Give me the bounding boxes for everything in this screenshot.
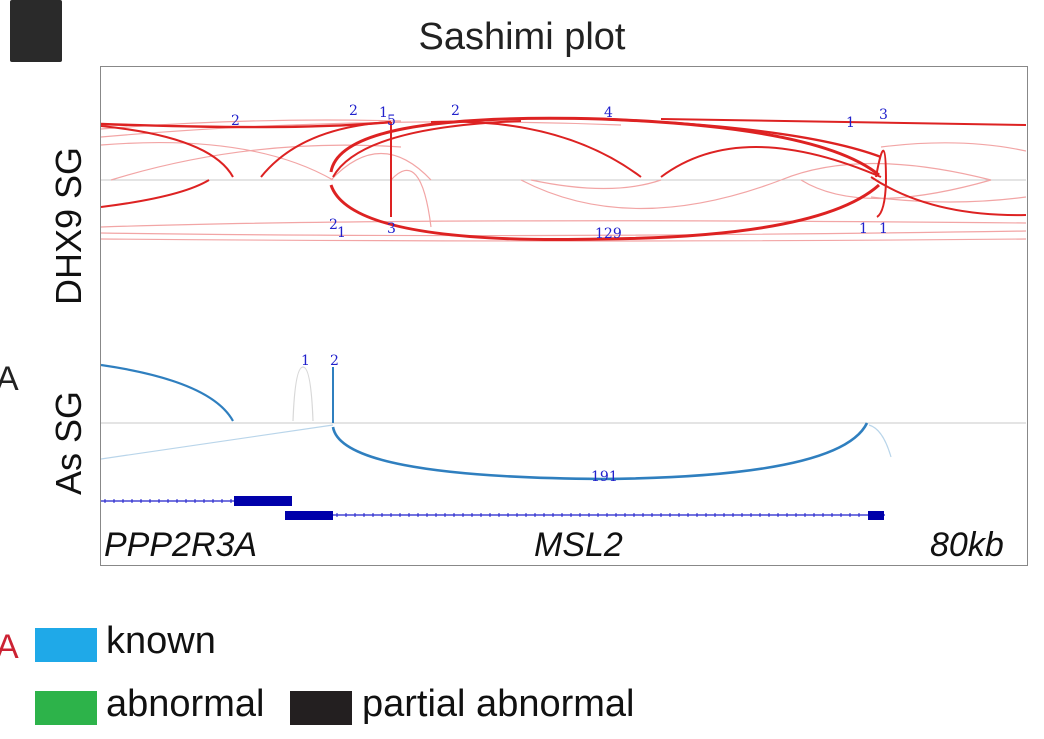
faint-arc <box>100 121 622 138</box>
junction-arc-upper <box>332 120 522 178</box>
junction-count: 1 <box>379 105 388 121</box>
faint-arc <box>100 424 334 460</box>
gene-label-msl2: MSL2 <box>534 526 623 564</box>
junction-arc-191 <box>331 422 869 481</box>
junction-count: 4 <box>604 105 613 121</box>
sashimi-plot: 2 2 1 5 2 4 1 3 2 1 3 129 1 1 1 2 19 <box>100 103 1027 520</box>
junction-arc-right-lower <box>870 176 1027 217</box>
junction-arc-upper <box>600 117 882 159</box>
panel-letter-badge <box>10 0 62 62</box>
gene-exon-block <box>285 511 333 520</box>
faint-arc <box>292 366 314 422</box>
legend-swatch-partial-abnormal <box>290 691 352 725</box>
bottom-track-counts: 1 2 191 <box>301 353 618 485</box>
junction-count: 1 <box>846 115 855 131</box>
scale-label: 80kb <box>930 526 1004 564</box>
gene-label-ppp2r3a: PPP2R3A <box>104 526 258 564</box>
faint-arc <box>530 179 662 190</box>
faint-arc <box>330 152 432 181</box>
gene-exon-block <box>234 496 292 506</box>
junction-arc-129-bottom <box>329 183 881 242</box>
faint-arc <box>868 424 892 458</box>
junction-count: 2 <box>349 103 358 119</box>
junction-count: 129 <box>595 226 622 242</box>
top-track-counts: 2 2 1 5 2 4 1 3 2 1 3 129 1 1 <box>231 103 888 242</box>
faint-arc <box>870 196 1027 203</box>
junction-count: 1 <box>879 221 888 237</box>
gene-model-ppp2r3a <box>101 496 292 506</box>
top-track-junctions <box>100 116 1027 242</box>
faint-arc <box>520 179 782 210</box>
cropped-legend-letter: A <box>0 628 19 666</box>
cropped-panel-letter: A <box>0 360 19 398</box>
junction-count: 5 <box>387 113 396 129</box>
junction-arc-left <box>100 125 234 178</box>
plot-title: Sashimi plot <box>418 16 626 58</box>
junction-arc-129-top <box>329 116 880 177</box>
legend-swatch-known <box>35 628 97 662</box>
junction-count: 1 <box>337 225 346 241</box>
sashimi-plot-frame: 2 2 1 5 2 4 1 3 2 1 3 129 1 1 1 2 19 <box>100 66 1028 566</box>
junction-count: 2 <box>451 103 460 119</box>
junction-arc-upper <box>660 146 882 178</box>
junction-arc-upper <box>260 121 392 178</box>
faint-arc <box>880 142 1027 152</box>
junction-count: 2 <box>231 113 240 129</box>
legend-label-abnormal: abnormal <box>106 683 265 725</box>
junction-count: 3 <box>387 221 396 237</box>
faint-arc <box>100 238 1027 242</box>
faint-arc <box>100 230 1027 237</box>
track-label-as: As SG <box>48 390 89 495</box>
faint-arc <box>390 169 432 228</box>
junction-count: 3 <box>879 107 888 123</box>
faint-arc <box>800 179 992 200</box>
junction-count: 1 <box>859 221 868 237</box>
gene-intron-ticks <box>104 499 860 517</box>
junction-loop-right <box>875 149 888 218</box>
junction-count: 2 <box>329 217 338 233</box>
junction-arc-right <box>660 118 1027 126</box>
gene-exon-block <box>868 511 884 520</box>
junction-count: 2 <box>330 353 339 369</box>
junction-arc-left <box>100 363 234 422</box>
faint-arc <box>110 144 402 181</box>
legend-label-partial-abnormal: partial abnormal <box>362 683 635 725</box>
faint-arc <box>100 220 1027 228</box>
track-label-dhx9: DHX9 SG <box>48 146 89 305</box>
legend-label-known: known <box>106 620 216 662</box>
faint-arc <box>780 162 992 181</box>
junction-count: 191 <box>591 469 618 485</box>
bottom-track-junctions <box>100 363 892 481</box>
faint-arc <box>100 141 334 181</box>
junction-arc-upper <box>430 120 642 178</box>
junction-count: 1 <box>301 353 310 369</box>
junction-arc-left-lower <box>100 179 210 208</box>
gene-model-msl2 <box>285 511 885 520</box>
legend-swatch-abnormal <box>35 691 97 725</box>
